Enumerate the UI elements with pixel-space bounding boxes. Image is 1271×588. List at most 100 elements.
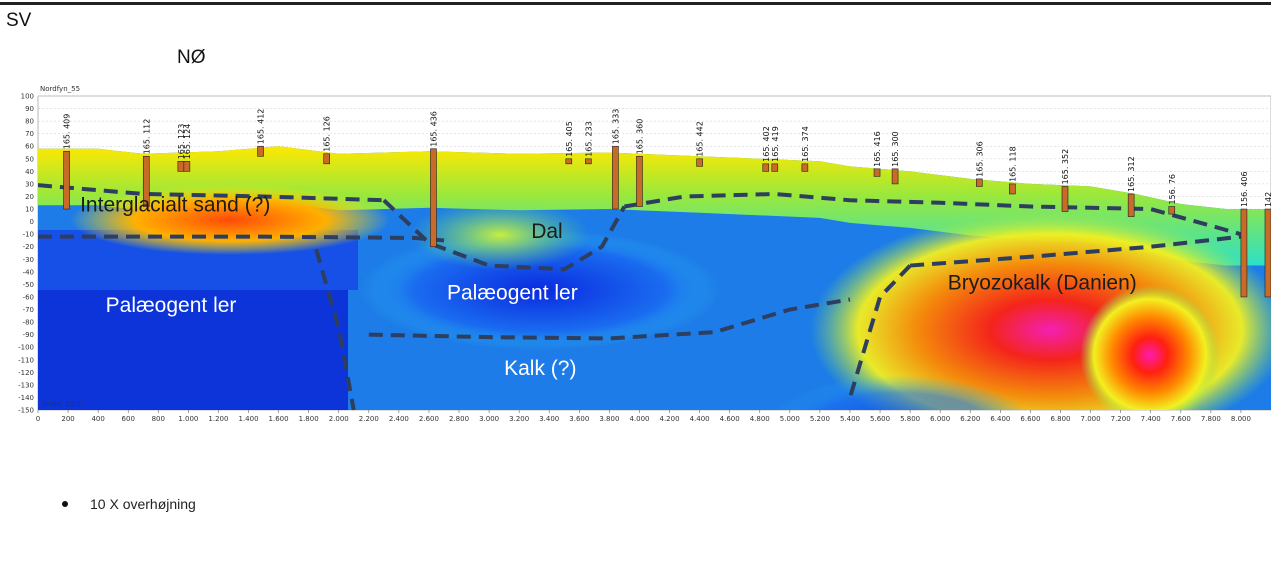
borehole-column — [257, 145, 264, 157]
x-tick-label: 3.600 — [569, 415, 589, 423]
borehole-column — [771, 163, 779, 172]
y-tick-label: -130 — [18, 381, 34, 389]
x-tick-label: 7.600 — [1171, 415, 1191, 423]
borehole-column — [1240, 208, 1248, 298]
y-tick-label: -120 — [18, 369, 34, 377]
chalk-peak — [1080, 285, 1220, 410]
x-tick-label: 6.000 — [930, 415, 950, 423]
x-tick-label: 6.600 — [1020, 415, 1040, 423]
deep-clay-block-west — [38, 285, 348, 410]
borehole-column — [636, 155, 643, 207]
borehole-label: 165. 124 — [183, 124, 192, 160]
interpretation-line-fault-west — [314, 248, 356, 410]
x-tick-label: 0 — [36, 415, 40, 423]
borehole-label: 165. 360 — [635, 119, 644, 155]
x-tick-label: 2.800 — [449, 415, 469, 423]
borehole-column — [183, 161, 191, 172]
x-tick-label: 5.000 — [780, 415, 800, 423]
x-tick-label: 2.200 — [359, 415, 379, 423]
borehole-label: 165. 123 — [177, 124, 186, 160]
y-tick-label: 10 — [25, 206, 34, 214]
y-tick-label: 60 — [25, 143, 34, 151]
y-tick-label: -90 — [23, 331, 34, 339]
borehole-column — [1264, 208, 1271, 298]
y-tick-label: 20 — [25, 193, 34, 201]
borehole-label: 142 — [1264, 192, 1271, 207]
borehole-label: 156. 406 — [1240, 171, 1249, 207]
x-tick-label: 1.000 — [178, 415, 198, 423]
x-tick-label: 7.400 — [1141, 415, 1161, 423]
borehole-label: 165. 374 — [801, 126, 810, 162]
y-tick-label: 90 — [25, 105, 34, 113]
x-tick-label: 400 — [91, 415, 104, 423]
borehole-label: 165. 112 — [142, 119, 151, 155]
borehole-column — [142, 155, 150, 207]
x-tick-label: 200 — [61, 415, 74, 423]
y-tick-label: -110 — [18, 356, 34, 364]
x-axis: 0 200 400 600 800 1.000 1.200 1.400 1.600 1.800 2.… — [36, 410, 1251, 423]
y-tick-label: -60 — [23, 293, 34, 301]
x-tick-label: 3.000 — [479, 415, 499, 423]
x-tick-label: 1.600 — [269, 415, 289, 423]
annotation-labels: Interglacialt sand (?) Dal Palæogent ler Pa… — [80, 194, 1137, 380]
y-tick-label: -80 — [23, 319, 34, 327]
interpretation-line-valley-outline — [382, 198, 627, 272]
borehole-column — [565, 158, 573, 165]
x-tick-label: 4.200 — [660, 415, 680, 423]
x-tick-label: 5.200 — [810, 415, 830, 423]
y-tick-label: -150 — [18, 407, 34, 415]
borehole-column — [1127, 193, 1135, 217]
x-tick-label: 5.800 — [900, 415, 920, 423]
near-surface-layer — [38, 146, 1271, 266]
x-tick-label: 3.200 — [509, 415, 529, 423]
x-tick-label: 3.400 — [539, 415, 559, 423]
borehole-column — [891, 168, 899, 185]
annotation-label: Palæogent ler — [106, 294, 237, 317]
borehole-label: 165. 126 — [323, 116, 332, 152]
borehole-label: 165. 312 — [1127, 156, 1136, 192]
borehole-column — [801, 163, 809, 172]
borehole-label: 165. 419 — [771, 126, 780, 162]
y-tick-label: 40 — [25, 168, 34, 176]
borehole-label: 165. 306 — [975, 141, 984, 177]
y-tick-label: 80 — [25, 118, 34, 126]
chart-title: Nordfyn_55 — [40, 85, 80, 93]
y-tick-label: -20 — [23, 243, 34, 251]
x-tick-label: 5.400 — [840, 415, 860, 423]
borehole-column — [585, 158, 592, 165]
borehole-label: 165. 436 — [429, 111, 438, 147]
footnote: 10 X overhøjning — [62, 496, 196, 512]
interpretation-line-interglacial-top — [38, 183, 384, 203]
x-tick-label: 4.800 — [750, 415, 770, 423]
x-tick-label: 4.400 — [690, 415, 710, 423]
x-tick-label: 6.800 — [1050, 415, 1070, 423]
direction-ne-label: NØ — [177, 47, 206, 68]
borehole-column — [323, 153, 331, 165]
scale-label: Scale: 10.0 — [42, 400, 81, 408]
x-tick-label: 4.000 — [629, 415, 649, 423]
borehole-column — [177, 161, 185, 172]
borehole-label: 156. 76 — [1168, 174, 1177, 205]
y-tick-label: 70 — [25, 130, 34, 138]
borehole-label: 165. 233 — [584, 121, 593, 157]
borehole-column — [696, 158, 703, 167]
footnote-text: 10 X overhøjning — [90, 496, 196, 512]
borehole-column — [975, 178, 983, 187]
interpretation-line-danien-top — [909, 234, 1242, 268]
y-tick-label: -10 — [23, 231, 34, 239]
deep-low-east — [772, 375, 1028, 410]
interpretation-line-fault-east — [848, 264, 912, 399]
x-tick-label: 600 — [122, 415, 135, 423]
x-tick-label: 7.000 — [1081, 415, 1101, 423]
x-tick-label: 5.600 — [870, 415, 890, 423]
annotation-label: Palæogent ler — [447, 281, 578, 304]
y-tick-label: -70 — [23, 306, 34, 314]
x-tick-label: 6.200 — [960, 415, 980, 423]
annotation-label: Dal — [531, 220, 563, 243]
x-tick-label: 8.000 — [1231, 415, 1251, 423]
y-tick-label: 30 — [25, 180, 34, 188]
y-tick-label: -30 — [23, 256, 34, 264]
x-tick-label: 1.800 — [299, 415, 319, 423]
borehole-column — [762, 163, 770, 172]
x-tick-label: 2.400 — [389, 415, 409, 423]
